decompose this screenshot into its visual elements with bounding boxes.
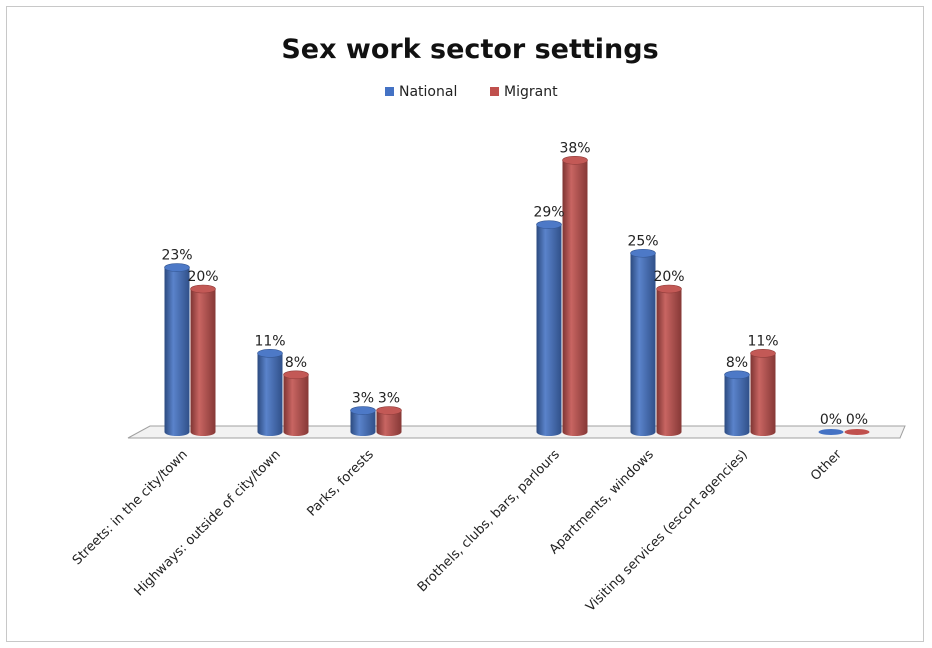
category-label-6: Other	[808, 447, 845, 484]
legend-swatch-migrant	[490, 87, 499, 96]
data-label-migrant-0: 20%	[187, 269, 218, 285]
bar-national-2	[350, 406, 376, 436]
bars	[164, 156, 870, 437]
bar-migrant-2	[376, 406, 402, 436]
data-label-national-6: 0%	[820, 412, 842, 428]
bar-migrant-0	[190, 284, 216, 436]
chart-frame	[6, 6, 924, 642]
bar-migrant-4	[656, 284, 682, 436]
bar-migrant-1	[283, 370, 309, 436]
bar-national-4	[630, 248, 656, 436]
data-label-national-3: 29%	[533, 205, 564, 221]
category-label-2: Parks, forests	[304, 447, 377, 520]
data-label-migrant-1: 8%	[285, 355, 307, 371]
bar-national-6	[818, 429, 844, 435]
data-label-migrant-5: 11%	[747, 333, 778, 349]
bar-national-0	[164, 263, 190, 436]
data-label-migrant-2: 3%	[378, 391, 400, 407]
bar-national-1	[257, 349, 283, 436]
legend-label-national: National	[399, 84, 457, 100]
bar-migrant-3	[562, 156, 588, 437]
bar-migrant-5	[750, 349, 776, 436]
data-label-national-2: 3%	[352, 391, 374, 407]
bar-national-5	[724, 370, 750, 436]
data-label-national-4: 25%	[627, 233, 658, 249]
category-label-1: Highways: outside of city/town	[132, 447, 284, 599]
category-label-3: Brothels, clubs, bars, parlours	[415, 447, 563, 595]
data-label-migrant-6: 0%	[846, 412, 868, 428]
data-labels: 23%20%11%8%3% 3%29%38%25%20%8%11%0% 0%	[161, 140, 868, 428]
data-label-national-1: 11%	[254, 333, 285, 349]
data-label-migrant-3: 38%	[559, 140, 590, 156]
chart-floor	[127, 425, 906, 439]
data-label-migrant-4: 20%	[653, 269, 684, 285]
chart-floor-plane	[127, 425, 906, 439]
data-label-national-0: 23%	[161, 248, 192, 264]
chart-title: Sex work sector settings	[281, 34, 658, 65]
bar-migrant-6	[844, 429, 870, 435]
legend: National Migrant	[385, 84, 558, 100]
legend-swatch-national	[385, 87, 394, 96]
data-label-national-5: 8%	[726, 355, 748, 371]
category-label-4: Apartments, windows	[547, 447, 657, 557]
bar-national-3	[536, 220, 562, 436]
category-label-5: Visiting services (escort agencies)	[583, 447, 751, 615]
legend-label-migrant: Migrant	[504, 84, 558, 100]
